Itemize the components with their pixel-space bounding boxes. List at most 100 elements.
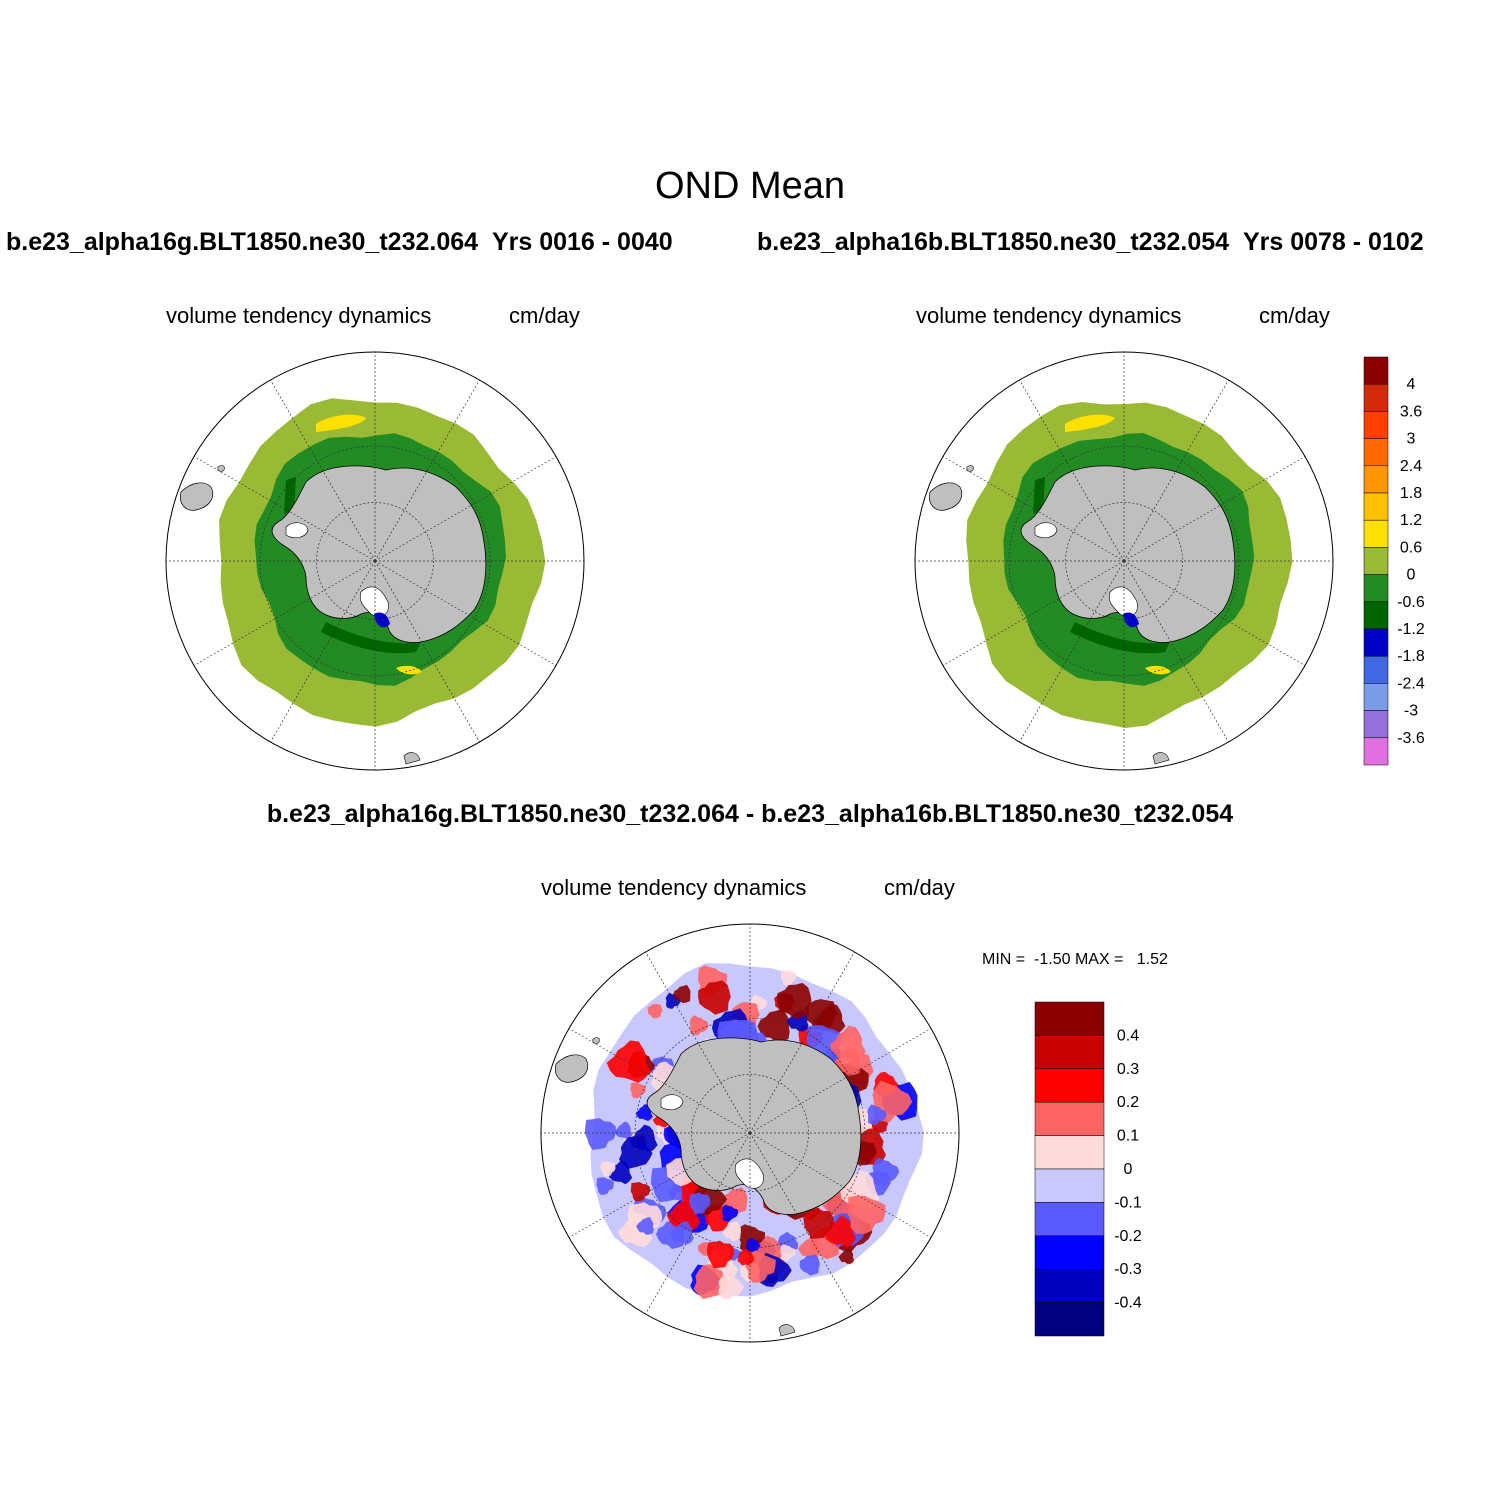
colorbar-tick-label: 1.8: [1400, 485, 1422, 502]
difference-patch: [707, 1240, 735, 1269]
min-label: MIN =: [982, 951, 1026, 968]
difference-patch: [780, 1244, 796, 1261]
meridian-line: [374, 560, 557, 666]
colorbar-tick-label: -0.1: [1114, 1194, 1142, 1211]
colorbar-tick-label: -2.4: [1397, 675, 1425, 692]
colorbar-tick-label: -1.8: [1397, 648, 1425, 665]
difference-patch: [689, 1015, 709, 1036]
meridian-line: [1123, 560, 1306, 666]
meridian-line: [374, 379, 480, 562]
panel-2-polar-map: [914, 351, 1334, 771]
difference-patch: [798, 1237, 820, 1259]
meridian-line: [1019, 560, 1125, 743]
difference-variable-label: volume tendency dynamics: [541, 875, 807, 900]
colorbar-tick-label: -0.3: [1114, 1261, 1142, 1278]
colorbar-box: [1363, 601, 1389, 630]
difference-patch: [606, 1040, 651, 1083]
weddell-ice-shelf: [660, 1094, 684, 1111]
meridian-line: [942, 456, 1125, 562]
colorbar-tick-label: 2.4: [1400, 458, 1422, 475]
colorbar-tick-label: 0.1: [1117, 1128, 1139, 1145]
meridian-line: [374, 456, 557, 562]
meridian-line: [749, 1028, 932, 1134]
difference-patch: [596, 1177, 614, 1195]
dark-green-streak: [284, 477, 296, 514]
colorbar-box: [1034, 1235, 1105, 1270]
colorbar-tick-label: -0.2: [1114, 1228, 1142, 1245]
colorbar-tick-label: 0.3: [1117, 1061, 1139, 1078]
panel-1-units-label: cm/day: [509, 303, 580, 328]
colorbar-box: [1363, 574, 1389, 603]
meridian-line: [193, 560, 376, 666]
difference-patch: [630, 1182, 650, 1202]
colorbar-box: [1363, 356, 1389, 385]
difference-patch: [698, 980, 731, 1015]
meridian-line: [568, 1132, 751, 1238]
colorbar-tick-label: 3.6: [1400, 403, 1422, 420]
latitude-circle-60s: [259, 445, 491, 677]
map-boundary-circle: [914, 351, 1334, 771]
difference-patch: [777, 982, 812, 1019]
meridian-line: [749, 951, 855, 1134]
latitude-circle-75s: [1065, 502, 1183, 620]
colorbar-box: [1363, 628, 1389, 657]
panel-1-polar-map: [165, 351, 585, 771]
falkland-islands: [592, 1037, 600, 1044]
colorbar-tick-label: 1.2: [1400, 512, 1422, 529]
meridian-line: [749, 1132, 855, 1315]
meridian-line: [1123, 379, 1229, 562]
colorbar-box: [1034, 1268, 1105, 1303]
positive-tendency-patch: [396, 665, 422, 675]
meridian-line: [942, 560, 1125, 666]
difference-patch: [799, 1254, 820, 1276]
colorbar-box: [1363, 411, 1389, 439]
map-boundary-circle: [540, 923, 960, 1343]
difference-patch: [614, 1121, 633, 1140]
ross-ice-shelf: [734, 1158, 764, 1189]
positive-tendency-patch: [316, 414, 366, 432]
difference-patch: [829, 1025, 866, 1062]
meridian-line: [1019, 379, 1125, 562]
colorbar-tick-label: -3.6: [1397, 730, 1425, 747]
latitude-circle-75s: [691, 1074, 809, 1192]
colorbar-box: [1034, 1302, 1105, 1337]
meridian-line: [270, 379, 376, 562]
difference-title: b.e23_alpha16g.BLT1850.ne30_t232.064 - b…: [266, 800, 1234, 828]
dark-green-streak: [1033, 477, 1045, 514]
colorbar-tick-label: 0: [1407, 567, 1416, 584]
meridian-line: [270, 560, 376, 743]
colorbar-box: [1363, 547, 1389, 575]
weddell-ice-shelf: [1034, 522, 1058, 539]
colorbar-box: [1363, 492, 1389, 521]
difference-polar-map: [540, 923, 960, 1343]
antarctica-landmass: [646, 1037, 862, 1215]
colorbar-tick-label: 4: [1407, 376, 1416, 393]
dark-green-streak: [321, 622, 421, 654]
colorbar-box: [1034, 1202, 1105, 1237]
south-america-tip: [180, 482, 214, 511]
positive-tendency-patch: [1145, 665, 1171, 675]
colorbar-tick-label: 0.4: [1117, 1027, 1139, 1044]
difference-patch: [584, 1118, 616, 1150]
difference-patch: [600, 1161, 616, 1177]
max-value: 1.52: [1136, 951, 1168, 968]
colorbar-box: [1363, 465, 1389, 494]
south-america-tip: [929, 482, 963, 511]
difference-patch: [629, 1124, 658, 1153]
difference-patch: [718, 1273, 745, 1300]
colorbar-tick-label: 3: [1407, 431, 1416, 448]
latitude-circle-75s: [316, 502, 434, 620]
difference-units-label: cm/day: [884, 875, 955, 900]
difference-patch: [722, 1204, 739, 1222]
difference-min-max: MIN = -1.50 MAX = 1.52: [982, 951, 1168, 969]
colorbar-tick-label: 0.2: [1117, 1094, 1139, 1111]
colorbar-box: [1363, 737, 1389, 766]
colorbar-box: [1034, 1068, 1105, 1103]
positive-tendency-patch: [1065, 414, 1115, 432]
panel-2-units-label: cm/day: [1259, 303, 1330, 328]
difference-patch: [872, 1157, 900, 1186]
panel-2-case-name: b.e23_alpha16b.BLT1850.ne30_t232.054: [757, 228, 1230, 256]
negative-tendency-patch: [1123, 612, 1139, 628]
difference-patch: [847, 1195, 886, 1234]
colorbar-box: [1363, 710, 1389, 739]
